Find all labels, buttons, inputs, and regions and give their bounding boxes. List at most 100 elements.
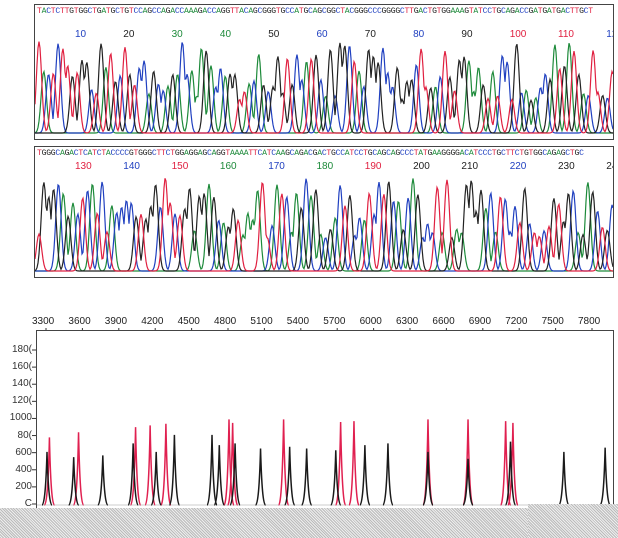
x-tick-label: 7200	[505, 316, 528, 327]
base-call: T	[528, 149, 534, 158]
fragment-peak	[462, 419, 474, 506]
position-label: 60	[316, 29, 328, 40]
base-call: C	[115, 7, 120, 16]
position-label: 80	[413, 29, 425, 40]
base-call: C	[156, 7, 162, 16]
base-call: G	[69, 7, 74, 16]
base-call: T	[519, 149, 524, 158]
base-call: G	[252, 7, 258, 16]
base-call: G	[358, 7, 364, 16]
base-call: A	[184, 149, 189, 158]
fragment-peak	[334, 421, 347, 506]
fragment-peak	[213, 445, 226, 506]
base-call: C	[500, 7, 506, 16]
fragment-peak	[226, 422, 239, 506]
scan-artifact	[0, 508, 618, 538]
base-call: C	[372, 149, 377, 158]
base-call: G	[225, 7, 230, 16]
y-tick-label: 140(	[11, 378, 32, 390]
base-call: A	[59, 149, 65, 158]
base-call: A	[317, 149, 322, 158]
position-label: 130	[75, 161, 92, 172]
base-call: A	[344, 149, 350, 158]
base-call: G	[528, 7, 534, 16]
fragment-peak	[160, 423, 172, 506]
base-call: T	[569, 7, 575, 16]
base-call: G	[138, 149, 143, 158]
base-call: C	[409, 149, 414, 158]
position-label: 200	[413, 161, 430, 172]
base-call: A	[432, 149, 437, 158]
base-call: G	[381, 7, 387, 16]
trace-T	[35, 41, 613, 134]
base-call-sequence: TGGGCAGACTCATCTACCCCGTGGGCTTCTGGAGGAGCAG…	[37, 149, 584, 158]
base-call: C	[289, 149, 295, 158]
base-call: C	[133, 7, 139, 16]
position-label: 150	[171, 161, 189, 172]
base-call: A	[229, 149, 235, 158]
fragment-peak	[499, 421, 512, 506]
base-call: T	[569, 149, 575, 158]
base-call: C	[151, 7, 157, 16]
base-call: A	[505, 7, 511, 16]
base-call: G	[64, 149, 70, 158]
base-call: G	[202, 149, 207, 158]
fragment-peak	[254, 448, 267, 506]
base-call: T	[252, 149, 258, 158]
base-call: A	[556, 149, 561, 158]
base-call: A	[101, 7, 106, 16]
x-tick-label: 7800	[578, 316, 601, 327]
base-call: C	[87, 7, 93, 16]
base-call: G	[128, 149, 134, 158]
base-call: T	[537, 7, 543, 16]
base-call: G	[285, 149, 290, 158]
fragment-peak	[67, 457, 80, 506]
x-tick-label: 5100	[250, 316, 273, 327]
base-call: A	[533, 7, 538, 16]
base-call: G	[510, 7, 515, 16]
base-call: C	[257, 7, 263, 16]
base-call: C	[73, 149, 79, 158]
position-label: 30	[171, 29, 183, 40]
base-call: C	[335, 7, 341, 16]
base-call: G	[363, 7, 368, 16]
base-call: A	[262, 149, 267, 158]
base-call: A	[234, 149, 240, 158]
base-call: G	[432, 7, 437, 16]
x-tick-label: 4200	[141, 316, 164, 327]
base-call: G	[445, 149, 451, 158]
base-call: T	[73, 7, 79, 16]
base-call: C	[110, 149, 116, 158]
base-call: C	[579, 149, 584, 158]
base-call: G	[96, 7, 102, 16]
base-call: A	[546, 149, 552, 158]
base-call: T	[422, 149, 428, 158]
x-tick-label: 5400	[286, 316, 310, 327]
base-call: C	[308, 7, 313, 16]
base-call: G	[537, 149, 543, 158]
base-call: G	[216, 149, 221, 158]
base-call: G	[220, 7, 226, 16]
base-call: C	[358, 149, 364, 158]
fragment-peak	[72, 432, 85, 506]
position-label: 180	[316, 161, 334, 172]
fragment-peak	[348, 421, 360, 506]
base-call: C	[349, 7, 354, 16]
base-call: A	[243, 149, 249, 158]
base-call: T	[588, 7, 593, 16]
base-call: T	[363, 149, 368, 158]
base-call: T	[128, 7, 134, 16]
base-call: A	[455, 7, 460, 16]
fragment-peak	[43, 437, 56, 506]
base-call: A	[197, 149, 203, 158]
base-call: G	[496, 149, 501, 158]
base-call: C	[206, 7, 212, 16]
base-call: G	[46, 149, 51, 158]
y-tick-label: C	[24, 498, 32, 509]
base-call: C	[174, 7, 180, 16]
base-call: C	[376, 7, 382, 16]
base-call: T	[170, 149, 175, 158]
base-call: T	[105, 7, 111, 16]
y-tick-label: 600	[15, 446, 32, 458]
base-call: C	[124, 149, 129, 158]
